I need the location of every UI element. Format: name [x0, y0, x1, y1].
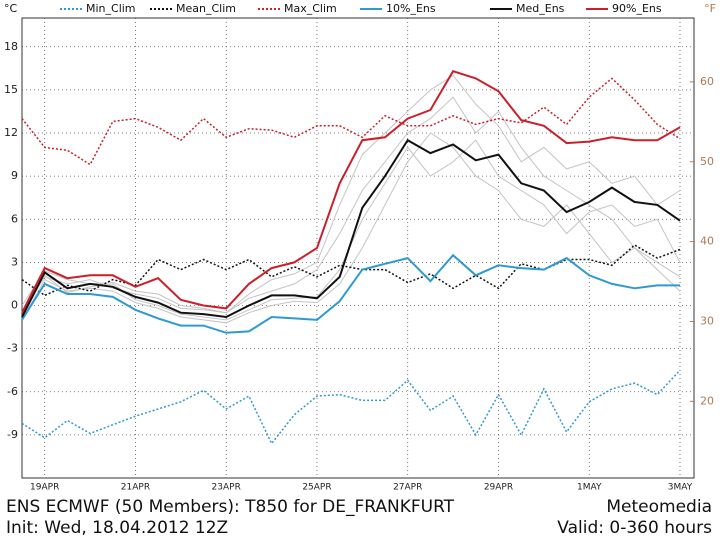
y2-axis-unit: °F [704, 2, 716, 15]
series-line [21, 253, 680, 334]
init-time: Init: Wed, 18.04.2012 12Z [6, 518, 228, 538]
legend-label: Mean_Clim [176, 2, 236, 15]
member-line [21, 74, 681, 314]
legend-label: Max_Clim [284, 2, 337, 15]
y2-tick-label: 50 [700, 155, 714, 168]
valid-range: Valid: 0-360 hours [557, 518, 712, 538]
x-tick-label: 23APR [212, 483, 241, 493]
series-line [21, 138, 681, 319]
y-tick-label: -3 [7, 342, 18, 355]
y-tick-label: 3 [11, 255, 18, 268]
x-tick-label: 19APR [30, 483, 59, 493]
y-tick-label: -9 [7, 428, 18, 441]
plot-frame [21, 17, 695, 479]
series-line [21, 369, 681, 445]
y-tick-label: 18 [4, 40, 18, 53]
y-tick-label: 15 [4, 83, 18, 96]
legend-label: Min_Clim [86, 2, 136, 15]
x-tick-label: 27APR [393, 483, 422, 493]
legend-label: Med_Ens [516, 2, 565, 15]
y2-tick-label: 20 [700, 394, 714, 407]
y-axis-unit: °C [4, 2, 18, 15]
chart-title: ENS ECMWF (50 Members): T850 for DE_FRAN… [6, 497, 455, 517]
source: Meteomedia [606, 497, 712, 517]
y-tick-label: 0 [11, 299, 18, 312]
series-line [21, 70, 681, 314]
x-tick-label: 25APR [302, 483, 331, 493]
series-line [21, 77, 681, 166]
legend-label: 10%_Ens [386, 2, 436, 15]
x-tick-label: 3MAY [668, 483, 693, 493]
y-tick-label: 6 [11, 212, 18, 225]
y-tick-label: -6 [7, 385, 18, 398]
x-tick-label: 29APR [484, 483, 513, 493]
y2-tick-label: 40 [700, 235, 714, 248]
x-tick-label: 21APR [121, 483, 150, 493]
y2-tick-label: 30 [700, 314, 714, 327]
y-tick-label: 12 [4, 126, 18, 139]
x-tick-label: 1MAY [577, 483, 602, 493]
legend-label: 90%_Ens [612, 2, 662, 15]
y2-tick-label: 60 [700, 75, 714, 88]
member-line [21, 96, 681, 314]
y-tick-label: 9 [11, 169, 18, 182]
